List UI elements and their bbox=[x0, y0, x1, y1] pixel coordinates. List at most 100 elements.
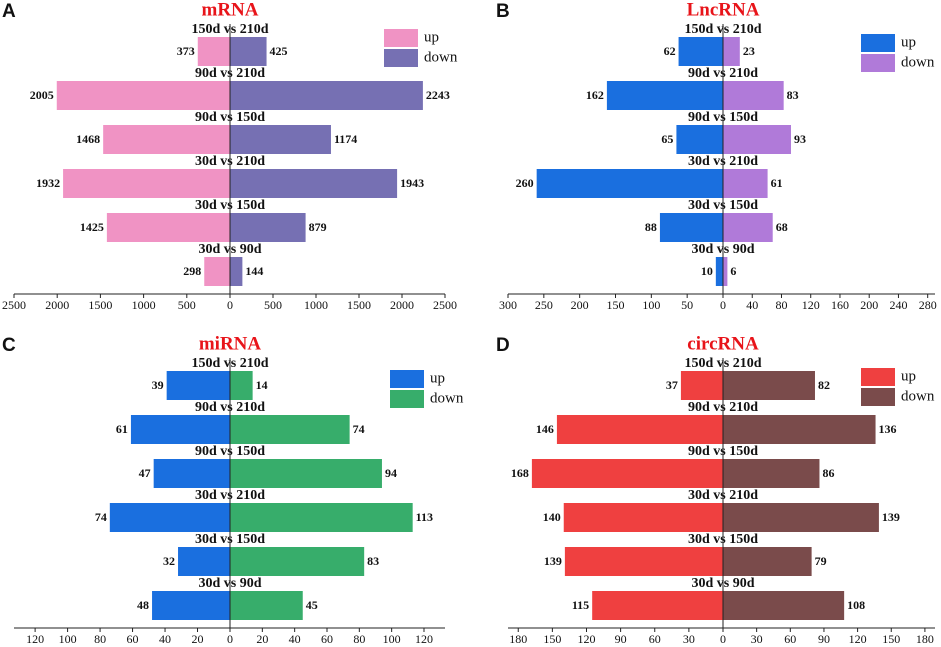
value-label: 879 bbox=[309, 220, 327, 234]
bar bbox=[230, 591, 303, 620]
legend-label: down bbox=[901, 388, 935, 404]
x-tick-label: 60 bbox=[649, 632, 661, 646]
bar bbox=[556, 415, 723, 444]
value-label: 108 bbox=[847, 598, 865, 612]
x-tick-label: 30 bbox=[751, 632, 763, 646]
legend-swatch bbox=[390, 370, 424, 388]
legend-swatch bbox=[384, 49, 418, 67]
bar bbox=[230, 125, 331, 154]
x-tick-label: 150 bbox=[543, 632, 561, 646]
x-tick-label: 60 bbox=[127, 632, 139, 646]
value-label: 65 bbox=[661, 132, 673, 146]
bar bbox=[723, 213, 773, 242]
x-tick-label: 20 bbox=[256, 632, 268, 646]
x-tick-label: 50 bbox=[681, 298, 693, 312]
x-tick-label: 2500 bbox=[433, 298, 457, 312]
x-tick-label: 150 bbox=[882, 632, 900, 646]
x-tick-label: 240 bbox=[889, 298, 907, 312]
value-label: 83 bbox=[367, 554, 379, 568]
x-tick-label: 40 bbox=[159, 632, 171, 646]
value-label: 136 bbox=[879, 422, 897, 436]
x-tick-label: 1000 bbox=[132, 298, 156, 312]
chart-title: miRNA bbox=[199, 333, 262, 354]
x-tick-label: 0 bbox=[720, 632, 726, 646]
x-tick-label: 1500 bbox=[347, 298, 371, 312]
value-label: 260 bbox=[516, 176, 534, 190]
bar bbox=[178, 547, 230, 576]
x-tick-label: 40 bbox=[746, 298, 758, 312]
bar bbox=[723, 503, 879, 532]
bar bbox=[592, 591, 723, 620]
value-label: 45 bbox=[306, 598, 318, 612]
bar bbox=[230, 415, 350, 444]
value-label: 94 bbox=[385, 466, 397, 480]
value-label: 1932 bbox=[36, 176, 60, 190]
value-label: 168 bbox=[511, 466, 529, 480]
x-tick-label: 2000 bbox=[45, 298, 69, 312]
value-label: 373 bbox=[177, 44, 195, 58]
x-tick-label: 100 bbox=[59, 632, 77, 646]
x-tick-label: 80 bbox=[353, 632, 365, 646]
x-tick-label: 0 bbox=[227, 632, 233, 646]
x-tick-label: 200 bbox=[860, 298, 878, 312]
x-tick-label: 80 bbox=[94, 632, 106, 646]
value-label: 139 bbox=[882, 510, 900, 524]
bar bbox=[536, 169, 723, 198]
value-label: 32 bbox=[163, 554, 175, 568]
bar bbox=[230, 257, 243, 286]
bar bbox=[680, 371, 723, 400]
x-tick-label: 500 bbox=[264, 298, 282, 312]
bar bbox=[230, 213, 306, 242]
value-label: 1174 bbox=[334, 132, 357, 146]
x-tick-label: 180 bbox=[916, 632, 934, 646]
legend-swatch bbox=[390, 390, 424, 408]
value-label: 139 bbox=[544, 554, 562, 568]
x-tick-label: 120 bbox=[577, 632, 595, 646]
value-label: 298 bbox=[183, 264, 201, 278]
legend-label: up bbox=[901, 34, 916, 50]
x-tick-label: 1500 bbox=[88, 298, 112, 312]
bar bbox=[153, 459, 230, 488]
value-label: 62 bbox=[664, 44, 676, 58]
value-label: 2243 bbox=[426, 88, 450, 102]
value-label: 425 bbox=[270, 44, 288, 58]
bar bbox=[723, 591, 845, 620]
value-label: 113 bbox=[416, 510, 433, 524]
x-tick-label: 0 bbox=[720, 298, 726, 312]
bar bbox=[204, 257, 230, 286]
x-tick-label: 120 bbox=[802, 298, 820, 312]
panel-label: A bbox=[2, 1, 16, 22]
bar bbox=[230, 459, 382, 488]
value-label: 82 bbox=[818, 378, 830, 392]
x-tick-label: 1000 bbox=[304, 298, 328, 312]
legend-swatch bbox=[861, 54, 895, 72]
value-label: 61 bbox=[116, 422, 128, 436]
value-label: 37 bbox=[666, 378, 678, 392]
x-tick-label: 20 bbox=[192, 632, 204, 646]
value-label: 6 bbox=[730, 264, 736, 278]
x-tick-label: 0 bbox=[227, 298, 233, 312]
x-tick-label: 200 bbox=[571, 298, 589, 312]
bar bbox=[564, 547, 723, 576]
bar bbox=[56, 81, 230, 110]
legend-label: up bbox=[901, 368, 916, 384]
bar bbox=[723, 547, 812, 576]
x-tick-label: 2000 bbox=[390, 298, 414, 312]
bar bbox=[723, 125, 791, 154]
value-label: 93 bbox=[794, 132, 806, 146]
x-tick-label: 30 bbox=[683, 632, 695, 646]
x-tick-label: 160 bbox=[831, 298, 849, 312]
legend-swatch bbox=[861, 34, 895, 52]
chart-title: circRNA bbox=[687, 333, 759, 354]
x-tick-label: 500 bbox=[178, 298, 196, 312]
bar bbox=[230, 547, 365, 576]
bar bbox=[152, 591, 230, 620]
x-tick-label: 150 bbox=[607, 298, 625, 312]
bar bbox=[606, 81, 723, 110]
chart-title: LncRNA bbox=[687, 0, 760, 20]
legend-label: down bbox=[424, 49, 458, 65]
legend-label: down bbox=[901, 54, 935, 70]
value-label: 1468 bbox=[76, 132, 100, 146]
x-tick-label: 120 bbox=[26, 632, 44, 646]
